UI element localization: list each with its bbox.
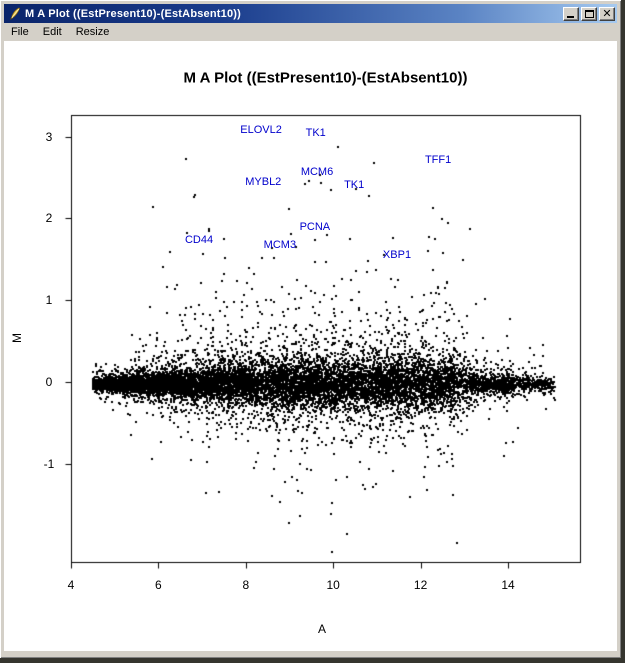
minimize-button[interactable] bbox=[563, 6, 579, 21]
gene-label-mybl2: MYBL2 bbox=[245, 175, 282, 188]
plot-title: M A Plot ((EstPresent10)-(EstAbsent10)) bbox=[183, 69, 468, 87]
menu-item-file[interactable]: File bbox=[11, 26, 29, 38]
menu-item-edit[interactable]: Edit bbox=[42, 26, 62, 38]
x-tick-label-4: 4 bbox=[67, 578, 75, 592]
gene-label-tff1: TFF1 bbox=[424, 153, 452, 166]
gene-label-pcna: PCNA bbox=[299, 220, 331, 233]
x-tick-label-12: 12 bbox=[413, 578, 428, 592]
menu-bar: File Edit Resize bbox=[4, 23, 617, 41]
x-tick-label-14: 14 bbox=[501, 578, 515, 592]
maximize-button[interactable] bbox=[581, 6, 597, 21]
close-button[interactable]: ✕ bbox=[599, 6, 615, 21]
y-tick-label-0: 0 bbox=[45, 375, 53, 389]
window-title: M A Plot ((EstPresent10)-(EstAbsent10)) bbox=[25, 7, 242, 20]
x-tick-label-10: 10 bbox=[326, 578, 340, 592]
plot-client-area: M A Plot ((EstPresent10)-(EstAbsent10)) … bbox=[4, 41, 617, 651]
x-axis-label: A bbox=[317, 622, 327, 636]
y-tick-label-2: 2 bbox=[45, 211, 53, 226]
y-tick-label-1: 1 bbox=[45, 293, 53, 308]
gene-label-xbp1: XBP1 bbox=[382, 249, 412, 262]
menu-item-resize[interactable]: Resize bbox=[75, 26, 110, 38]
gene-label-mcm6: MCM6 bbox=[300, 165, 334, 178]
ma-plot-canvas bbox=[4, 41, 617, 651]
close-icon: ✕ bbox=[602, 7, 612, 20]
gene-label-elovl2: ELOVL2 bbox=[240, 124, 282, 137]
x-tick-label-6: 6 bbox=[155, 578, 162, 592]
gene-label-tk1: TK1 bbox=[344, 178, 365, 191]
x-tick-label-8: 8 bbox=[242, 578, 250, 592]
title-bar[interactable]: M A Plot ((EstPresent10)-(EstAbsent10)) … bbox=[4, 4, 617, 23]
gene-label-cd44: CD44 bbox=[184, 233, 214, 246]
feather-icon bbox=[10, 7, 20, 20]
minimize-icon bbox=[567, 15, 574, 18]
y-axis-label: M bbox=[10, 333, 24, 343]
y-tick-label-3: 3 bbox=[45, 129, 53, 144]
maximize-icon bbox=[585, 9, 594, 18]
gene-label-mcm3: MCM3 bbox=[263, 238, 297, 251]
y-tick-label--1: -1 bbox=[43, 456, 55, 471]
window-controls: ✕ bbox=[561, 6, 615, 21]
gene-label-tk1: TK1 bbox=[305, 126, 326, 139]
